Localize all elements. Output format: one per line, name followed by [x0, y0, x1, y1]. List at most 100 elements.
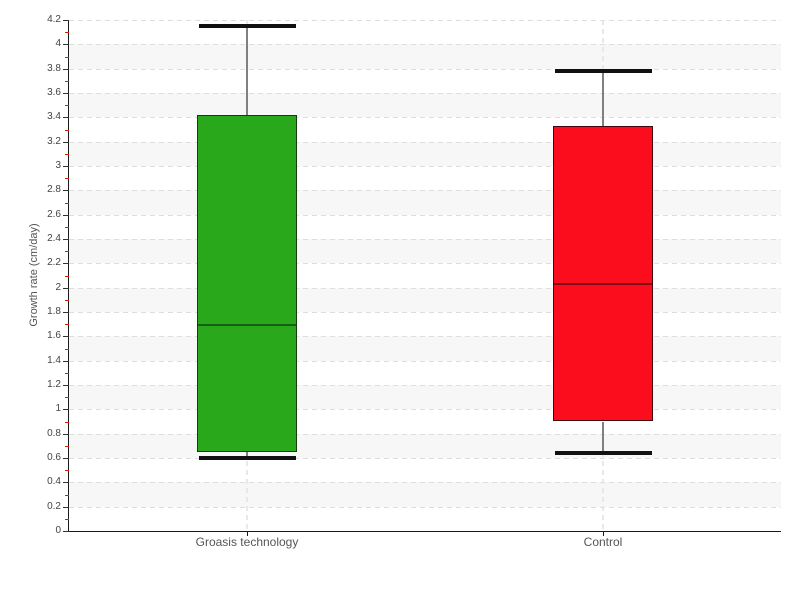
grid-band — [69, 385, 781, 410]
y-major-tick — [63, 166, 69, 167]
whisker-stem-upper-control — [602, 71, 604, 126]
gridline-y — [69, 166, 781, 167]
x-category-tick — [603, 531, 604, 536]
gridline-y — [69, 458, 781, 459]
y-tick-label: 1.6 — [47, 330, 61, 342]
gridline-y — [69, 409, 781, 411]
y-tick-label: 1.4 — [47, 354, 61, 366]
gridline-y — [69, 312, 781, 313]
gridline-y — [69, 117, 781, 119]
y-major-tick — [63, 190, 69, 192]
y-tick-label: 3 — [55, 160, 61, 171]
y-minor-tick — [65, 80, 69, 82]
grid-band — [69, 44, 781, 69]
grid-band — [69, 287, 781, 312]
y-major-tick — [63, 433, 69, 435]
box-control[interactable] — [553, 125, 653, 422]
gridline-y — [69, 287, 781, 289]
whisker-cap-min-control — [554, 451, 652, 456]
y-major-tick — [63, 117, 69, 119]
whisker-cap-max-groasis-technology — [198, 24, 296, 29]
y-major-tick — [63, 68, 69, 70]
y-minor-tick — [65, 470, 69, 472]
y-major-tick — [63, 312, 69, 313]
y-tick-label: 1.2 — [47, 379, 61, 390]
y-tick-label: 2.6 — [47, 208, 61, 220]
gridline-y — [69, 360, 781, 362]
whisker-stem-lower-control — [602, 421, 604, 454]
grid-band — [69, 141, 781, 166]
y-tick-label: 0.2 — [47, 500, 61, 512]
gridline-y — [69, 214, 781, 216]
whisker-cap-min-groasis-technology — [198, 456, 296, 460]
gridline-y — [69, 20, 781, 21]
y-minor-tick — [65, 105, 69, 107]
y-minor-tick — [65, 299, 69, 301]
y-minor-tick — [65, 494, 69, 496]
y-tick-label: 3.4 — [47, 111, 61, 123]
y-major-tick — [63, 531, 69, 532]
y-major-tick — [63, 385, 69, 386]
gridline-y — [69, 93, 781, 94]
y-minor-tick — [65, 153, 69, 155]
gridline-y — [69, 44, 781, 46]
grid-band — [69, 336, 781, 361]
y-tick-label: 4 — [55, 38, 61, 50]
y-tick-label: 2.8 — [47, 184, 61, 196]
grid-band — [69, 482, 781, 507]
y-major-tick — [63, 141, 69, 143]
y-minor-tick — [65, 129, 69, 131]
y-tick-label: 2.4 — [47, 233, 61, 244]
y-major-tick — [63, 287, 69, 289]
y-major-tick — [63, 20, 69, 21]
y-minor-tick — [65, 348, 69, 350]
grid-band — [69, 190, 781, 215]
y-tick-label: 2 — [55, 281, 61, 293]
gridline-y — [69, 433, 781, 435]
gridline-y — [69, 239, 781, 240]
y-major-tick — [63, 214, 69, 216]
y-tick-label: 1.8 — [47, 306, 61, 317]
y-tick-label: 3.6 — [47, 87, 61, 98]
y-minor-tick — [65, 178, 69, 180]
y-minor-tick — [65, 202, 69, 204]
y-minor-tick — [65, 251, 69, 253]
y-minor-tick — [65, 518, 69, 520]
gridline-y — [69, 68, 781, 70]
y-minor-tick — [65, 324, 69, 326]
x-category-label-groasis-technology: Groasis technology — [195, 535, 299, 549]
y-minor-tick — [65, 32, 69, 34]
y-tick-label: 0.4 — [47, 476, 61, 488]
y-tick-label: 3.8 — [47, 62, 61, 74]
x-category-tick — [247, 531, 248, 536]
gridline-y — [69, 482, 781, 484]
y-major-tick — [63, 336, 69, 338]
gridline-y — [69, 506, 781, 508]
y-major-tick — [63, 239, 69, 240]
y-major-tick — [63, 409, 69, 411]
gridline-y — [69, 263, 781, 265]
median-line-control — [554, 282, 652, 285]
y-minor-tick — [65, 397, 69, 399]
y-minor-tick — [65, 421, 69, 423]
gridline-y — [69, 190, 781, 192]
y-major-tick — [63, 44, 69, 46]
grid-band — [69, 239, 781, 264]
y-major-tick — [63, 482, 69, 484]
y-tick-label: 0.8 — [47, 427, 61, 439]
x-category-label-control: Control — [583, 535, 623, 549]
plot-area — [63, 20, 781, 536]
box-groasis-technology[interactable] — [197, 114, 297, 452]
y-tick-label: 3.2 — [47, 135, 61, 147]
y-tick-label: 1 — [55, 403, 61, 415]
whisker-cap-max-control — [554, 69, 652, 74]
y-minor-tick — [65, 275, 69, 277]
y-major-tick — [63, 263, 69, 265]
y-tick-label: 2.2 — [47, 257, 61, 269]
y-major-tick — [63, 93, 69, 94]
y-major-tick — [63, 360, 69, 362]
y-major-tick — [63, 458, 69, 459]
y-major-tick — [63, 506, 69, 508]
y-tick-label: 4.2 — [47, 14, 61, 25]
